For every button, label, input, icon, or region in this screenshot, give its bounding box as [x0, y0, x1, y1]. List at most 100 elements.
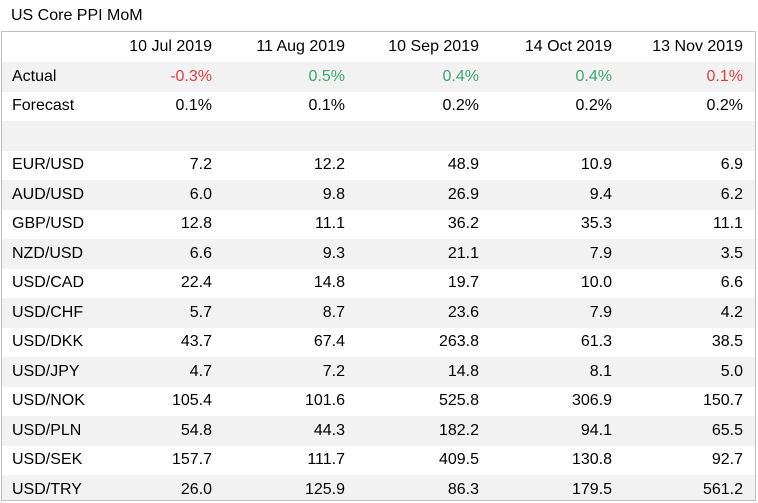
- table-row: USD/JPY 4.7 7.2 14.8 8.1 5.0: [2, 357, 755, 387]
- volatility-value: 7.2: [224, 357, 357, 387]
- forecast-value: 0.2%: [706, 97, 743, 115]
- currency-pair-label: EUR/USD: [12, 156, 85, 174]
- spacer-cell: [2, 121, 98, 151]
- volatility-value: 105.4: [171, 392, 212, 410]
- volatility-value: 111.7: [307, 451, 345, 469]
- actual-value: 0.4%: [357, 62, 491, 92]
- volatility-value: 179.5: [491, 475, 624, 500]
- spacer-cell: [491, 121, 624, 151]
- volatility-value: 10.9: [580, 156, 612, 174]
- currency-pair-label: NZD/USD: [2, 239, 98, 269]
- volatility-value: 7.9: [491, 298, 624, 328]
- volatility-value: 6.2: [624, 180, 755, 210]
- row-label: Forecast: [12, 97, 75, 115]
- volatility-value: 7.2: [189, 156, 212, 174]
- actual-value: 0.4%: [491, 62, 624, 92]
- volatility-value: 21.1: [357, 239, 491, 269]
- chart-title: US Core PPI MoM: [11, 7, 143, 24]
- volatility-value: 26.9: [357, 180, 491, 210]
- forecast-row: Forecast 0.1% 0.1% 0.2% 0.2% 0.2%: [2, 92, 755, 122]
- volatility-value: 182.2: [357, 416, 491, 446]
- actual-value: -0.3%: [98, 62, 224, 92]
- volatility-value: 35.3: [580, 215, 612, 233]
- volatility-value: 92.7: [711, 451, 743, 469]
- column-header: 10 Jul 2019: [129, 38, 212, 55]
- volatility-value: 157.7: [171, 451, 212, 469]
- volatility-value: 10.0: [580, 274, 612, 292]
- volatility-value: 14.8: [313, 274, 345, 292]
- volatility-value: 19.7: [447, 274, 479, 292]
- currency-pair-label: USD/CAD: [12, 274, 85, 292]
- volatility-value: 36.2: [447, 215, 479, 233]
- currency-pair-label: USD/JPY: [2, 357, 98, 387]
- spacer-cell: [357, 121, 491, 151]
- forecast-value: 0.1%: [175, 97, 212, 115]
- volatility-value: 65.5: [624, 416, 755, 446]
- volatility-value: 7.9: [491, 239, 624, 269]
- volatility-value: 8.7: [224, 298, 357, 328]
- data-table-frame: 10 Jul 2019 11 Aug 2019 10 Sep 2019 14 O…: [1, 31, 756, 501]
- volatility-value: 94.1: [491, 416, 624, 446]
- volatility-value: 12.8: [180, 215, 212, 233]
- currency-pair-label: USD/SEK: [12, 451, 83, 469]
- volatility-value: 22.4: [180, 274, 212, 292]
- volatility-value: 6.0: [98, 180, 224, 210]
- volatility-value: 48.9: [447, 156, 479, 174]
- data-table: 10 Jul 2019 11 Aug 2019 10 Sep 2019 14 O…: [2, 32, 755, 500]
- currency-pair-label: USD/TRY: [2, 475, 98, 500]
- volatility-value: 4.7: [98, 357, 224, 387]
- currency-pair-label: AUD/USD: [2, 180, 98, 210]
- currency-pair-label: GBP/USD: [12, 215, 85, 233]
- volatility-value: 11.1: [315, 215, 345, 233]
- volatility-value: 54.8: [98, 416, 224, 446]
- volatility-value: 14.8: [357, 357, 491, 387]
- volatility-value: 150.7: [702, 392, 743, 410]
- forecast-value: 0.2%: [575, 97, 612, 115]
- volatility-value: 5.0: [624, 357, 755, 387]
- volatility-value: 409.5: [438, 451, 479, 469]
- volatility-value: 86.3: [357, 475, 491, 500]
- volatility-value: 561.2: [624, 475, 755, 500]
- volatility-value: 525.8: [438, 392, 479, 410]
- currency-pair-label: USD/NOK: [12, 392, 85, 410]
- table-row: USD/PLN 54.8 44.3 182.2 94.1 65.5: [2, 416, 755, 446]
- volatility-value: 8.1: [491, 357, 624, 387]
- volatility-value: 61.3: [580, 333, 612, 351]
- volatility-value: 23.6: [357, 298, 491, 328]
- row-label: Actual: [2, 62, 98, 92]
- header-row: 10 Jul 2019 11 Aug 2019 10 Sep 2019 14 O…: [2, 32, 755, 62]
- table-row: AUD/USD 6.0 9.8 26.9 9.4 6.2: [2, 180, 755, 210]
- volatility-value: 11.1: [713, 215, 743, 233]
- forecast-value: 0.1%: [308, 97, 345, 115]
- column-header: 10 Sep 2019: [388, 38, 479, 55]
- volatility-value: 306.9: [571, 392, 612, 410]
- volatility-value: 3.5: [624, 239, 755, 269]
- table-row: USD/DKK 43.7 67.4 263.8 61.3 38.5: [2, 328, 755, 358]
- table-row: GBP/USD 12.8 11.1 36.2 35.3 11.1: [2, 210, 755, 240]
- volatility-value: 43.7: [180, 333, 212, 351]
- table-row: USD/CAD 22.4 14.8 19.7 10.0 6.6: [2, 269, 755, 299]
- spacer-cell: [98, 121, 224, 151]
- volatility-value: 125.9: [224, 475, 357, 500]
- volatility-value: 263.8: [438, 333, 479, 351]
- volatility-value: 44.3: [224, 416, 357, 446]
- column-header: 14 Oct 2019: [524, 38, 612, 55]
- table-row: USD/SEK 157.7 111.7 409.5 130.8 92.7: [2, 446, 755, 476]
- volatility-value: 6.9: [720, 156, 743, 174]
- volatility-value: 38.5: [711, 333, 743, 351]
- header-corner: [2, 32, 98, 62]
- volatility-value: 130.8: [571, 451, 612, 469]
- table-row: USD/CHF 5.7 8.7 23.6 7.9 4.2: [2, 298, 755, 328]
- volatility-value: 4.2: [624, 298, 755, 328]
- table-row: EUR/USD 7.2 12.2 48.9 10.9 6.9: [2, 151, 755, 181]
- volatility-value: 6.6: [720, 274, 743, 292]
- volatility-value: 6.6: [98, 239, 224, 269]
- volatility-value: 9.4: [491, 180, 624, 210]
- table-row: USD/NOK 105.4 101.6 525.8 306.9 150.7: [2, 387, 755, 417]
- currency-pair-label: USD/DKK: [12, 333, 84, 351]
- column-header: 13 Nov 2019: [652, 38, 743, 55]
- volatility-value: 12.2: [313, 156, 345, 174]
- spacer-cell: [224, 121, 357, 151]
- volatility-value: 9.8: [224, 180, 357, 210]
- table-row: NZD/USD 6.6 9.3 21.1 7.9 3.5: [2, 239, 755, 269]
